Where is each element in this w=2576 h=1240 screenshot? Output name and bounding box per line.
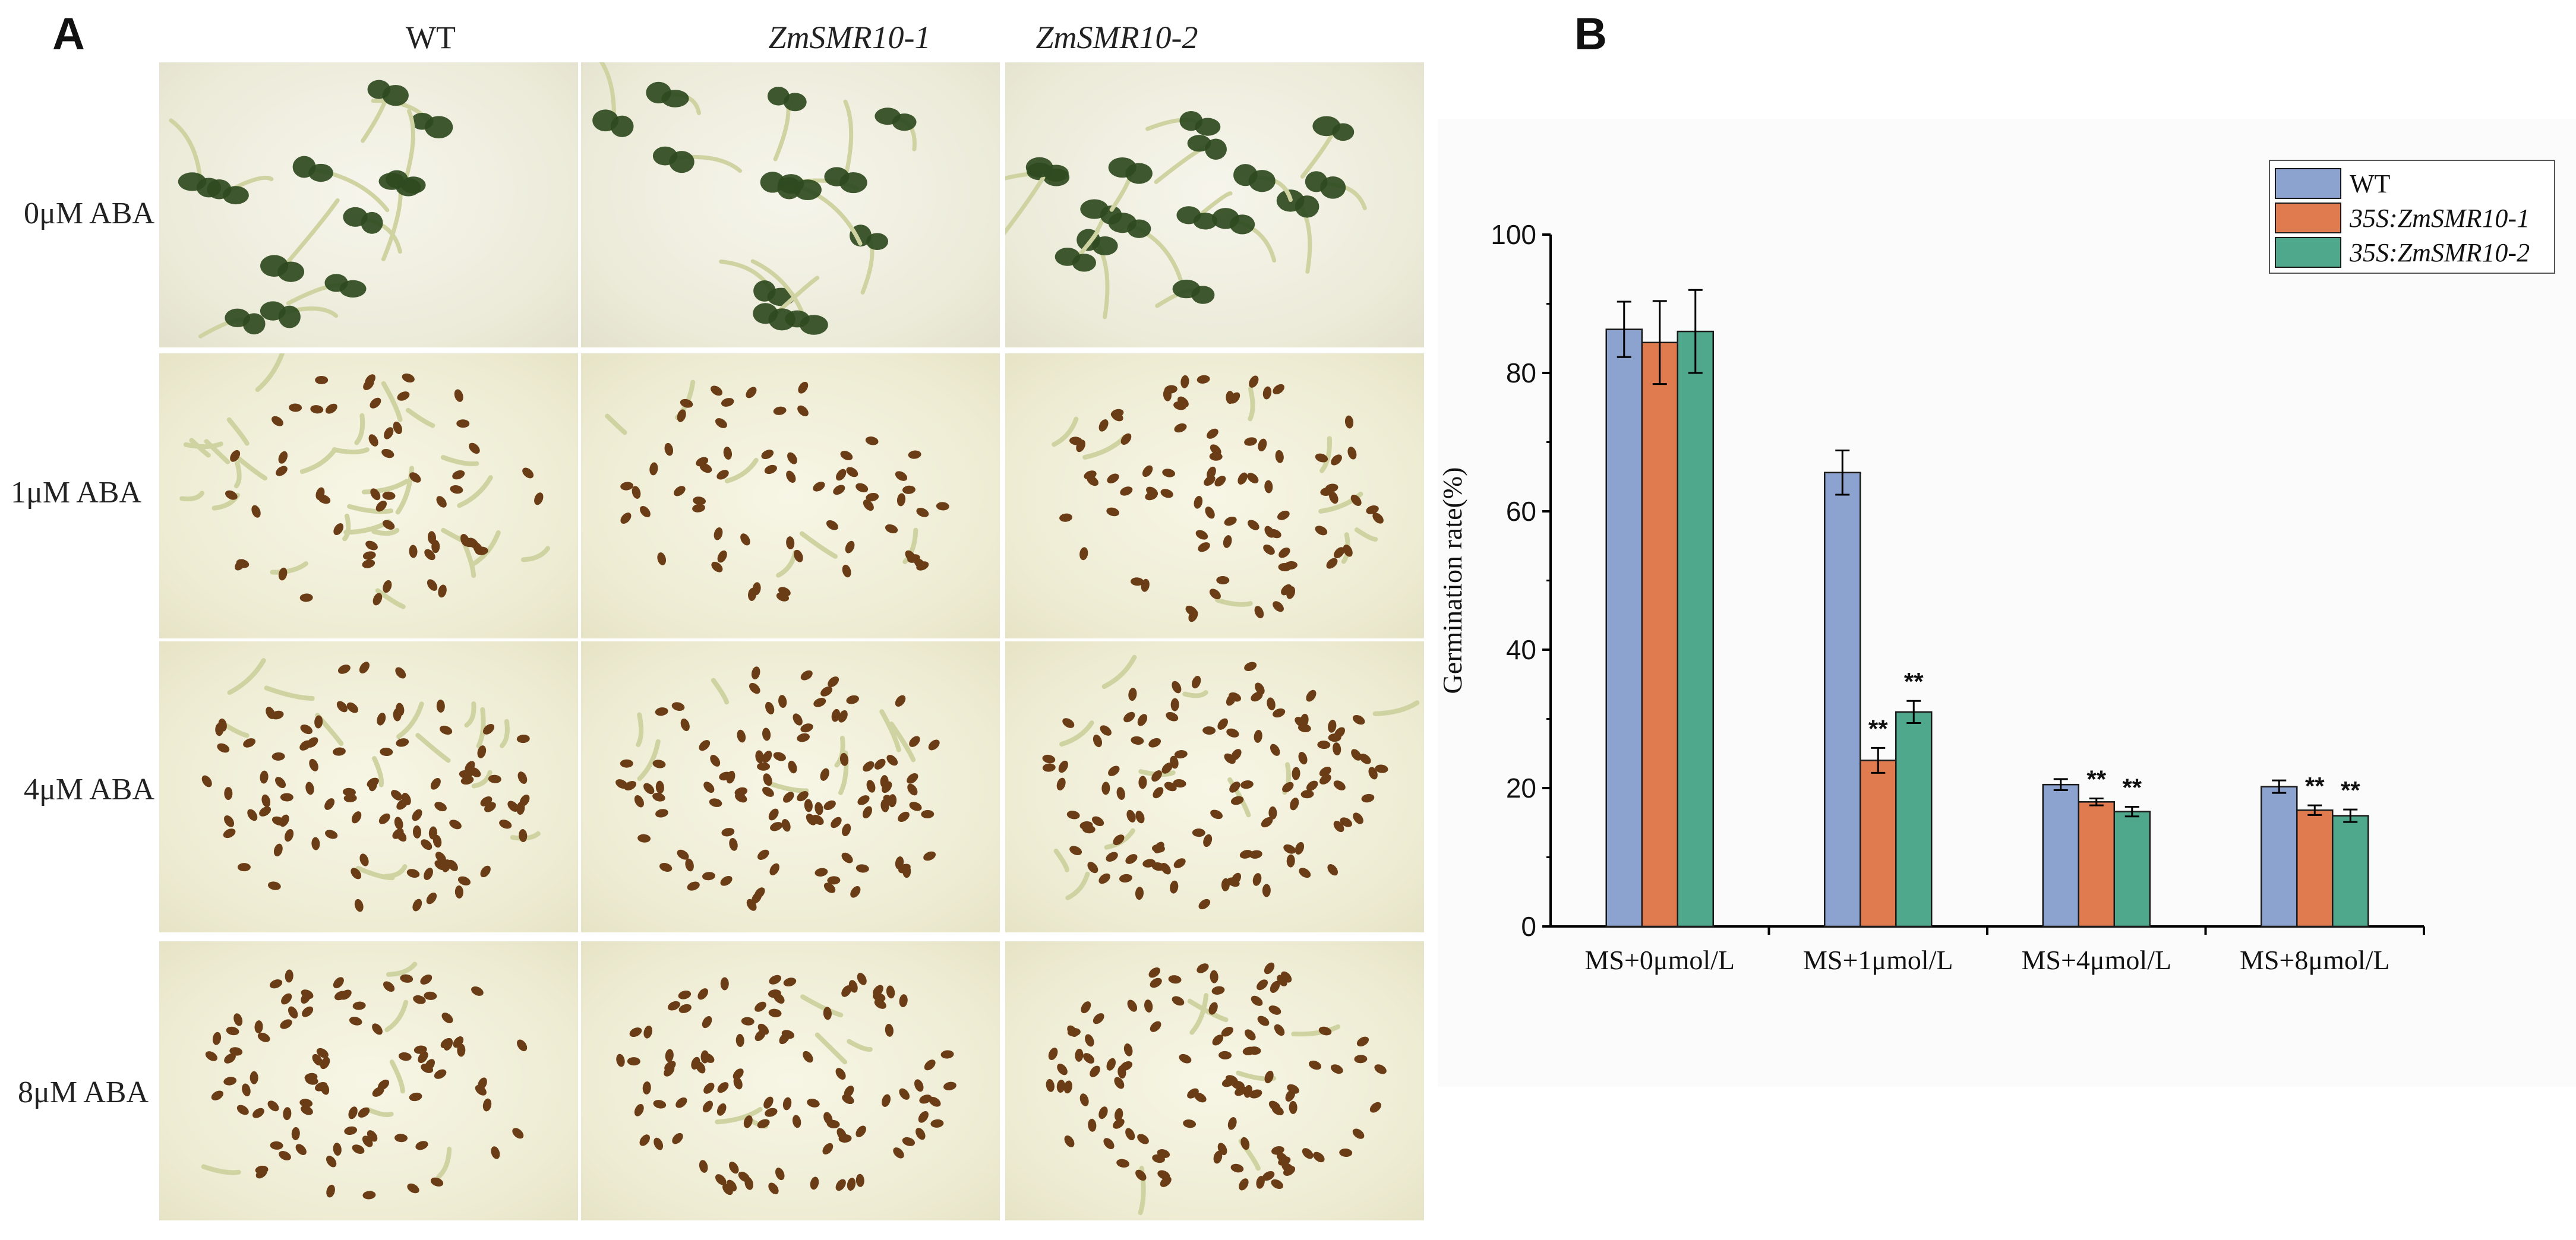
seedling-photo-r4-c3 bbox=[1005, 941, 1424, 1220]
seedling-photo-r2-c1 bbox=[159, 353, 578, 638]
seedling-photo-r1-c2 bbox=[581, 62, 1000, 347]
seedling-photo-r2-c2 bbox=[581, 353, 1000, 638]
bar-35s-zmsmr10-2-4 bbox=[2332, 815, 2369, 928]
y-tick-label: 80 bbox=[1506, 358, 1536, 388]
panel-b-letter: B bbox=[1574, 9, 1607, 59]
x-category-label: MS+8μmol/L bbox=[2240, 945, 2390, 975]
significance-marker: ** bbox=[1868, 714, 1888, 742]
bar-35s-zmsmr10-2-1 bbox=[1677, 330, 1714, 928]
legend-label: 35S:ZmSMR10-1 bbox=[2349, 204, 2530, 233]
significance-marker: ** bbox=[1904, 668, 1924, 695]
seedling-photo-r4-c1 bbox=[159, 941, 578, 1220]
seedling-photo-r3-c2 bbox=[581, 641, 1000, 932]
legend-swatch bbox=[2275, 168, 2341, 199]
y-tick-label: 100 bbox=[1491, 219, 1536, 250]
row-label-4um-aba: 4μM ABA bbox=[24, 773, 155, 806]
seedling-photo-r3-c3 bbox=[1005, 641, 1424, 932]
x-category-label: MS+0μmol/L bbox=[1584, 945, 1735, 975]
legend-label: WT bbox=[2350, 169, 2391, 198]
row-label-1um-aba: 1μM ABA bbox=[11, 476, 142, 510]
bar-wt-3 bbox=[2042, 783, 2079, 928]
bar-35s-zmsmr10-1-1 bbox=[1641, 341, 1678, 928]
bar-35s-zmsmr10-2-2 bbox=[1895, 711, 1933, 928]
row-label-8um-aba: 8μM ABA bbox=[18, 1075, 149, 1109]
legend-swatch bbox=[2275, 203, 2341, 233]
row-label-0um-aba: 0μM ABA bbox=[24, 197, 155, 230]
significance-marker: ** bbox=[2122, 773, 2142, 801]
legend-swatch bbox=[2275, 237, 2341, 268]
x-category-label: MS+1μmol/L bbox=[1803, 945, 1953, 975]
significance-marker: ** bbox=[2305, 772, 2325, 800]
panel-a-letter: A bbox=[52, 9, 85, 59]
column-header-wt: WT bbox=[406, 20, 456, 55]
y-tick-label: 60 bbox=[1506, 496, 1536, 527]
bar-wt-4 bbox=[2261, 786, 2298, 928]
bar-wt-2 bbox=[1824, 472, 1861, 928]
y-tick-label: 0 bbox=[1521, 911, 1536, 942]
x-category-label: MS+4μmol/L bbox=[2021, 945, 2171, 975]
germination-rate-bar-chart: 0 20 40 60 80 100 Germination rate(%) MS+0μmol/… bbox=[1438, 160, 2555, 975]
bar-wt-1 bbox=[1605, 328, 1643, 928]
seedling-photo-r1-c3 bbox=[1005, 62, 1424, 347]
seedling-photo-r2-c3 bbox=[1005, 353, 1424, 638]
significance-marker: ** bbox=[2086, 765, 2106, 793]
y-tick-label: 40 bbox=[1506, 634, 1536, 665]
y-tick-label: 20 bbox=[1506, 773, 1536, 804]
y-axis-title: Germination rate(%) bbox=[1438, 467, 1467, 694]
bar-35s-zmsmr10-1-4 bbox=[2296, 809, 2334, 928]
seedling-photo-r1-c1 bbox=[159, 62, 578, 347]
bar-35s-zmsmr10-2-3 bbox=[2113, 811, 2151, 928]
legend-label: 35S:ZmSMR10-2 bbox=[2349, 238, 2530, 267]
seedling-photo-r3-c1 bbox=[159, 641, 578, 932]
column-header-zmsmr10-2: ZmSMR10-2 bbox=[1036, 20, 1198, 55]
bar-35s-zmsmr10-1-3 bbox=[2078, 801, 2115, 928]
bar-35s-zmsmr10-1-2 bbox=[1860, 760, 1897, 928]
column-header-zmsmr10-1: ZmSMR10-1 bbox=[768, 20, 931, 55]
significance-marker: ** bbox=[2341, 776, 2360, 804]
seedling-photo-r4-c2 bbox=[581, 941, 1000, 1220]
